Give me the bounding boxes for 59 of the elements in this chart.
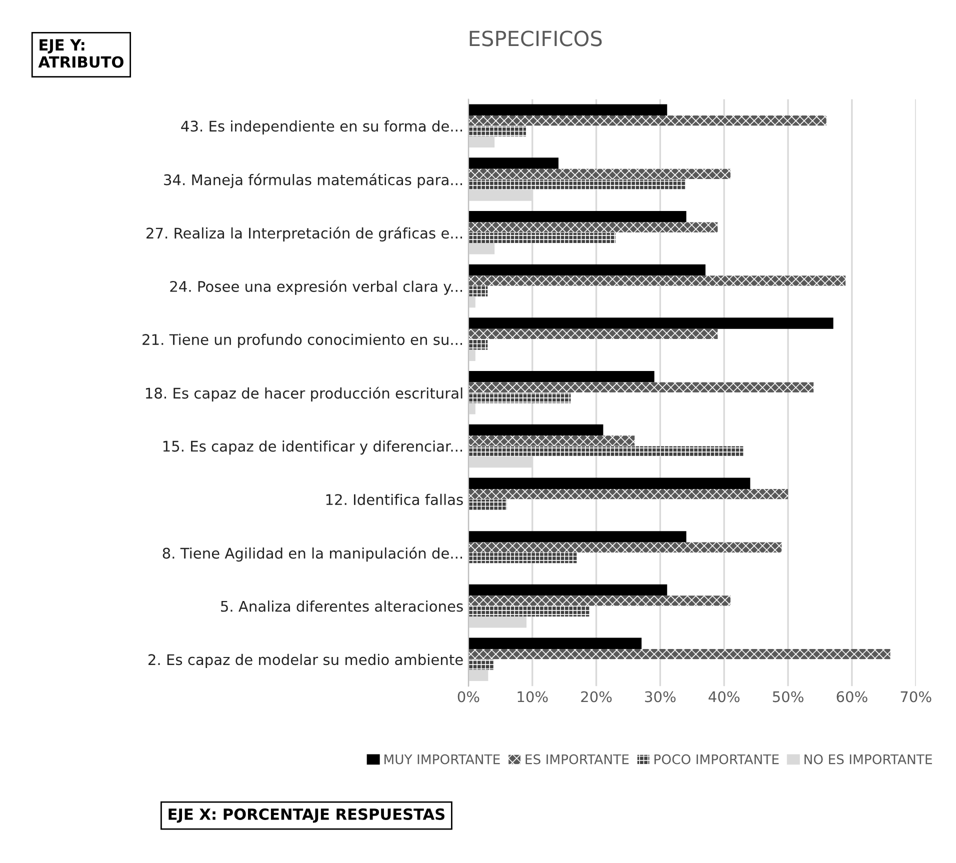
- bar: [468, 328, 718, 340]
- bar: [468, 446, 744, 456]
- legend-label: MUY IMPORTANTE: [384, 754, 500, 764]
- bar: [468, 371, 654, 382]
- y-tick-label: 34. Maneja fórmulas matemáticas para...: [164, 173, 462, 188]
- bar: [468, 104, 668, 116]
- bar: [468, 232, 616, 244]
- bar: [468, 436, 635, 446]
- y-tick-label: 5. Analiza diferentes alteraciones: [221, 600, 463, 612]
- x-tick-label: 20%: [581, 691, 612, 702]
- bar: [468, 542, 782, 552]
- bar: [468, 392, 571, 404]
- bar: [468, 116, 826, 126]
- x-tick-label: 60%: [836, 691, 868, 702]
- bar: [468, 264, 706, 276]
- legend-label: ES IMPORTANTE: [526, 754, 629, 764]
- y-tick-label: 12. Identifica fallas: [326, 494, 463, 506]
- bar: [468, 222, 718, 232]
- bar: [468, 340, 488, 350]
- bar: [468, 126, 526, 136]
- y-tick-label: 15. Es capaz de identificar y diferenciar...: [163, 440, 462, 455]
- y-tick-label: 27. Realiza la Interpretación de gráficas e...: [146, 226, 462, 242]
- text: EJE Y: ATRIBUTO: [38, 39, 124, 68]
- y-tick-label: 2. Es capaz de modelar su medio ambiente: [148, 654, 463, 668]
- x-tick-label: 0%: [458, 691, 480, 702]
- bar: [468, 660, 494, 670]
- bar: [468, 638, 642, 650]
- x-tick-label: 10%: [518, 691, 548, 702]
- bar: [468, 180, 686, 190]
- y-tick-label: 18. Es capaz de hacer producción escritural: [146, 386, 462, 402]
- bar: [468, 606, 590, 616]
- bar: [468, 168, 730, 179]
- bar: [468, 382, 814, 392]
- bar: [468, 318, 834, 329]
- legend-label: NO ES IMPORTANTE: [804, 754, 932, 764]
- text: EJE X: PORCENTAJE RESPUESTAS: [168, 808, 444, 823]
- bar: [468, 478, 750, 489]
- legend-label: POCO IMPORTANTE: [654, 754, 779, 764]
- bar: [468, 649, 890, 660]
- bar: [468, 596, 730, 606]
- bar: [468, 158, 558, 169]
- y-tick-label: 8. Tiene Agilidad en la manipulación de...: [162, 546, 462, 562]
- bar: [468, 276, 846, 286]
- x-tick-label: 70%: [900, 691, 932, 702]
- bar: [468, 424, 604, 436]
- y-tick-label: 24. Posee una expresión verbal clara y...: [170, 280, 462, 295]
- bar: [468, 500, 507, 510]
- bar: [468, 552, 578, 564]
- bar: [468, 488, 788, 500]
- x-tick-label: 40%: [708, 691, 740, 702]
- x-tick-label: 50%: [772, 691, 804, 702]
- chart-title: ESPECIFICOS: [470, 30, 602, 46]
- y-tick-label: 21. Tiene un profundo conocimiento en su...: [142, 334, 462, 348]
- x-tick-label: 30%: [645, 691, 676, 702]
- y-tick-label: 43. Es independiente en su forma de...: [181, 120, 462, 134]
- bar: [468, 531, 686, 542]
- bar: [468, 584, 668, 596]
- bar: [468, 286, 488, 296]
- bar: [468, 210, 686, 222]
